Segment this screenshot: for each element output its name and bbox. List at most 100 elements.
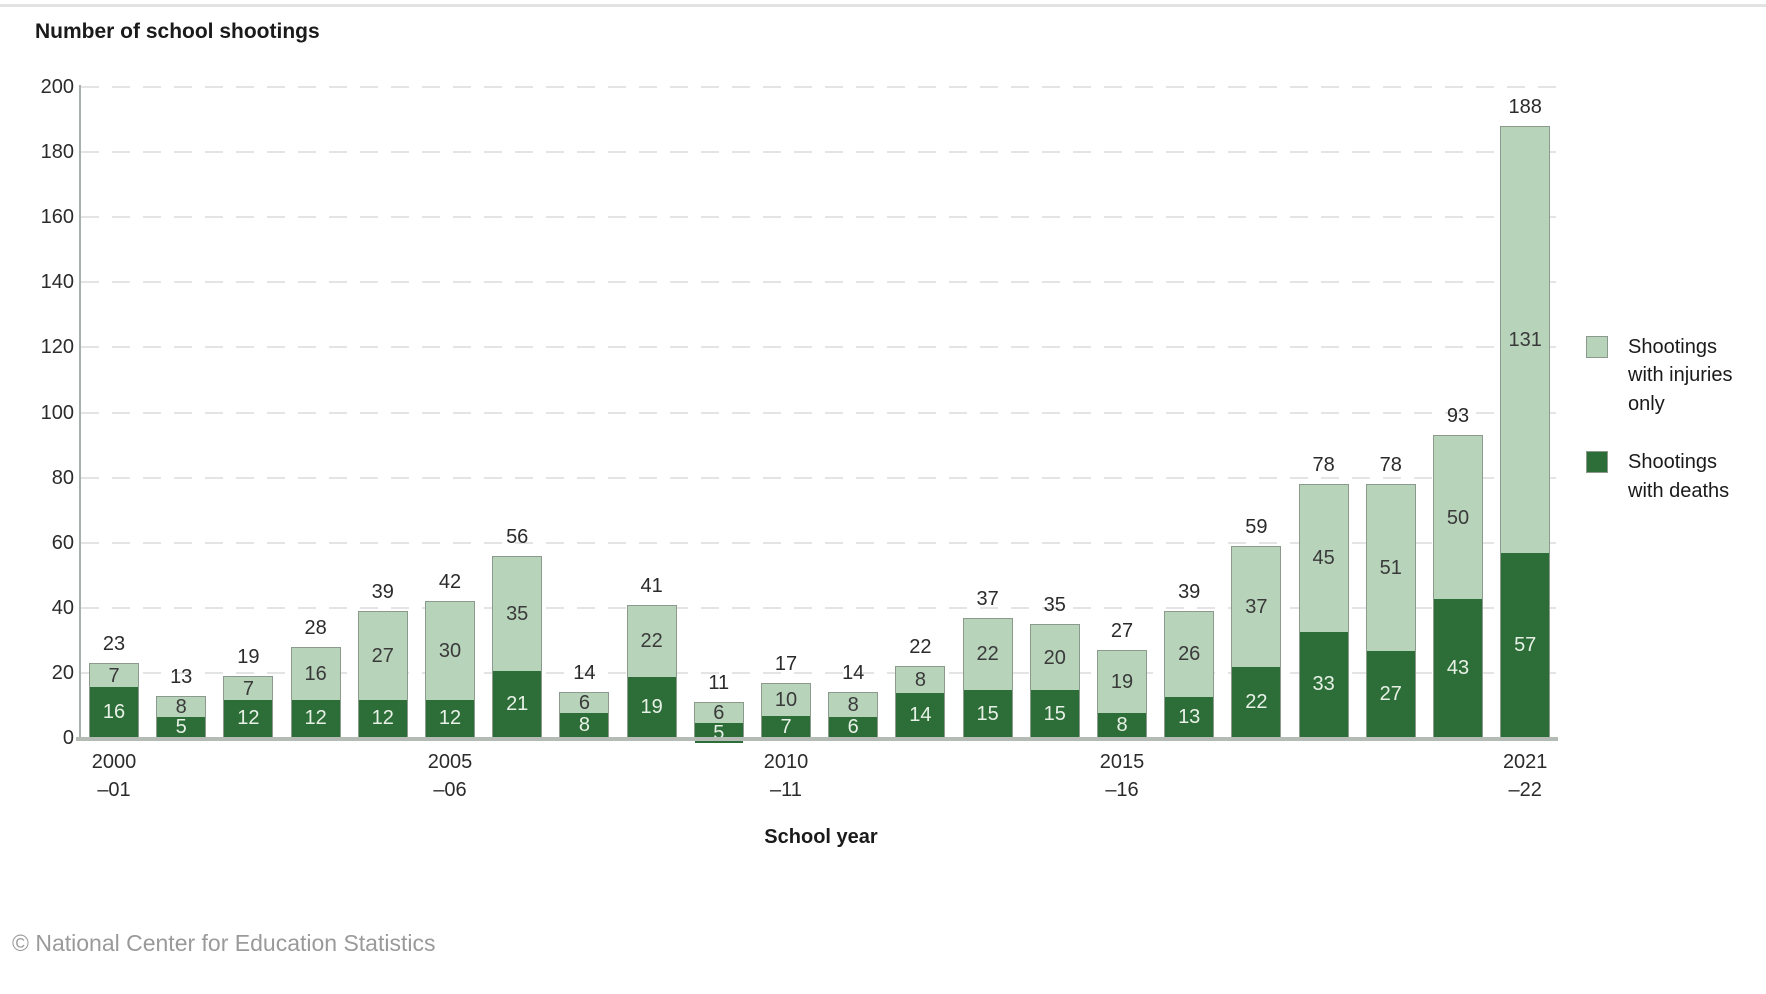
bar-segment-deaths-2019-20: 27: [1366, 651, 1415, 737]
y-tick-label-60: 60: [51, 531, 74, 554]
y-tick-label-140: 140: [40, 271, 74, 294]
bar-segment-deaths-2012-13: 14: [896, 693, 945, 737]
y-tick-label-160: 160: [40, 206, 74, 229]
bar-total-label-2013-14: 37: [976, 587, 999, 610]
x-tick-label-2021: 2021 –22: [1502, 751, 1548, 801]
bar-2013-14: 22 15: [962, 617, 1013, 738]
bar-segment-injuries-2009-10: 6: [694, 703, 743, 723]
bar-total-label-2019-20: 78: [1379, 454, 1402, 477]
gridline-80: [81, 476, 1556, 479]
bar-total-label-2001-02: 13: [170, 665, 193, 688]
bar-2000-01: 7 16: [89, 663, 139, 738]
bar-segment-injuries-2010-11: 10: [762, 683, 810, 717]
gridline-60: [81, 541, 1556, 544]
bar-segment-injuries-2001-02: 8: [157, 696, 206, 717]
bar-segment-deaths-2010-11: 7: [762, 716, 810, 737]
y-tick-label-180: 180: [40, 141, 74, 164]
bar-2017-18: 37 22: [1231, 545, 1282, 738]
bar-total-label-2003-04: 28: [304, 616, 327, 639]
gridline-100: [81, 411, 1556, 414]
x-axis-title: School year: [764, 826, 878, 848]
y-tick-label-80: 80: [51, 466, 74, 489]
chart-title: Number of school shootings: [35, 20, 320, 43]
y-tick-label-0: 0: [62, 727, 74, 749]
bar-segment-deaths-2003-04: 12: [291, 699, 340, 737]
bar-total-label-2018-19: 78: [1312, 454, 1335, 477]
bar-segment-deaths-2013-14: 15: [963, 690, 1012, 737]
bar-segment-deaths-2017-18: 22: [1232, 667, 1281, 737]
top-border-line: [0, 4, 1766, 7]
bar-total-label-2020-21: 93: [1446, 405, 1470, 428]
bar-total-label-2009-10: 11: [708, 672, 730, 695]
bar-segment-deaths-2014-15: 15: [1030, 690, 1079, 737]
bar-segment-injuries-2012-13: 8: [896, 667, 945, 694]
bar-total-label-2011-12: 14: [842, 662, 865, 685]
bar-total-label-2002-03: 19: [237, 646, 260, 669]
bar-segment-injuries-2003-04: 16: [291, 647, 340, 700]
chart-legend: Shootings with injuries only Shootings w…: [1586, 333, 1756, 535]
bar-segment-injuries-2011-12: 8: [829, 693, 878, 717]
bar-segment-injuries-2014-15: 20: [1030, 625, 1079, 691]
bar-segment-injuries-2000-01: 7: [90, 664, 138, 687]
bar-segment-injuries-2018-19: 45: [1299, 485, 1348, 632]
bar-total-label-2014-15: 35: [1043, 594, 1066, 617]
bar-segment-injuries-2007-08: 6: [560, 693, 609, 713]
gridline-20: [81, 671, 1556, 674]
x-tick-label-2005: 2005 –06: [427, 751, 473, 801]
x-tick-label-2015: 2015 –16: [1099, 751, 1145, 801]
legend-label-injuries: Shootings with injuries only: [1628, 336, 1733, 415]
bar-segment-deaths-2004-05: 12: [358, 699, 407, 737]
bar-segment-injuries-2021-22: 131: [1501, 127, 1550, 554]
bar-segment-deaths-2007-08: 8: [560, 712, 609, 737]
bar-total-label-2006-07: 56: [506, 525, 529, 548]
bar-2010-11: 10 7: [761, 682, 811, 738]
y-tick-label-40: 40: [51, 596, 74, 619]
bar-2016-17: 26 13: [1164, 611, 1215, 738]
bar-2012-13: 8 14: [895, 666, 946, 738]
bar-2014-15: 20 15: [1029, 624, 1080, 738]
legend-swatch-deaths: [1586, 451, 1608, 474]
bar-2004-05: 27 12: [357, 611, 408, 738]
y-tick-label-120: 120: [40, 336, 74, 359]
bar-total-label-2021-22: 188: [1508, 96, 1542, 119]
bar-segment-injuries-2004-05: 27: [358, 612, 407, 700]
bar-2006-07: 35 21: [492, 555, 543, 738]
bar-segment-deaths-2018-19: 33: [1299, 631, 1348, 737]
bar-segment-injuries-2005-06: 30: [426, 602, 474, 700]
bar-total-label-2010-11: 17: [774, 652, 798, 675]
bar-segment-injuries-2015-16: 19: [1098, 651, 1146, 713]
bar-total-label-2015-16: 27: [1110, 620, 1134, 643]
bar-total-label-2004-05: 39: [371, 581, 394, 604]
bar-segment-deaths-2005-06: 12: [426, 699, 474, 737]
y-tick-label-20: 20: [51, 661, 74, 684]
gridline-40: [81, 606, 1556, 609]
gridline-200: [81, 86, 1556, 88]
legend-item-deaths: Shootings with deaths: [1586, 448, 1756, 505]
bar-total-label-2000-01: 23: [102, 633, 126, 656]
bar-segment-deaths-2008-09: 19: [627, 677, 676, 737]
bar-2021-22: 131 57: [1500, 126, 1551, 738]
bar-2019-20: 51 27: [1365, 484, 1416, 738]
bar-segment-deaths-2006-07: 21: [493, 670, 542, 737]
bar-2008-09: 22 19: [626, 604, 677, 738]
bar-segment-deaths-2021-22: 57: [1501, 553, 1550, 737]
bar-2003-04: 16 12: [290, 646, 341, 738]
y-tick-label-200: 200: [40, 76, 74, 98]
source-attribution: © National Center for Education Statisti…: [12, 930, 436, 956]
bar-total-label-2016-17: 39: [1178, 581, 1201, 604]
bar-segment-deaths-2020-21: 43: [1434, 599, 1482, 737]
gridline-160: [81, 216, 1556, 219]
bar-2005-06: 30 12: [425, 601, 475, 738]
bar-segment-injuries-2016-17: 26: [1165, 612, 1214, 697]
bar-segment-injuries-2008-09: 22: [627, 605, 676, 678]
bar-2002-03: 7 12: [223, 676, 274, 738]
x-axis-baseline: [76, 737, 1558, 741]
bar-total-label-2007-08: 14: [573, 662, 596, 685]
bar-total-label-2012-13: 22: [909, 636, 932, 659]
bar-segment-deaths-2000-01: 16: [90, 686, 138, 737]
